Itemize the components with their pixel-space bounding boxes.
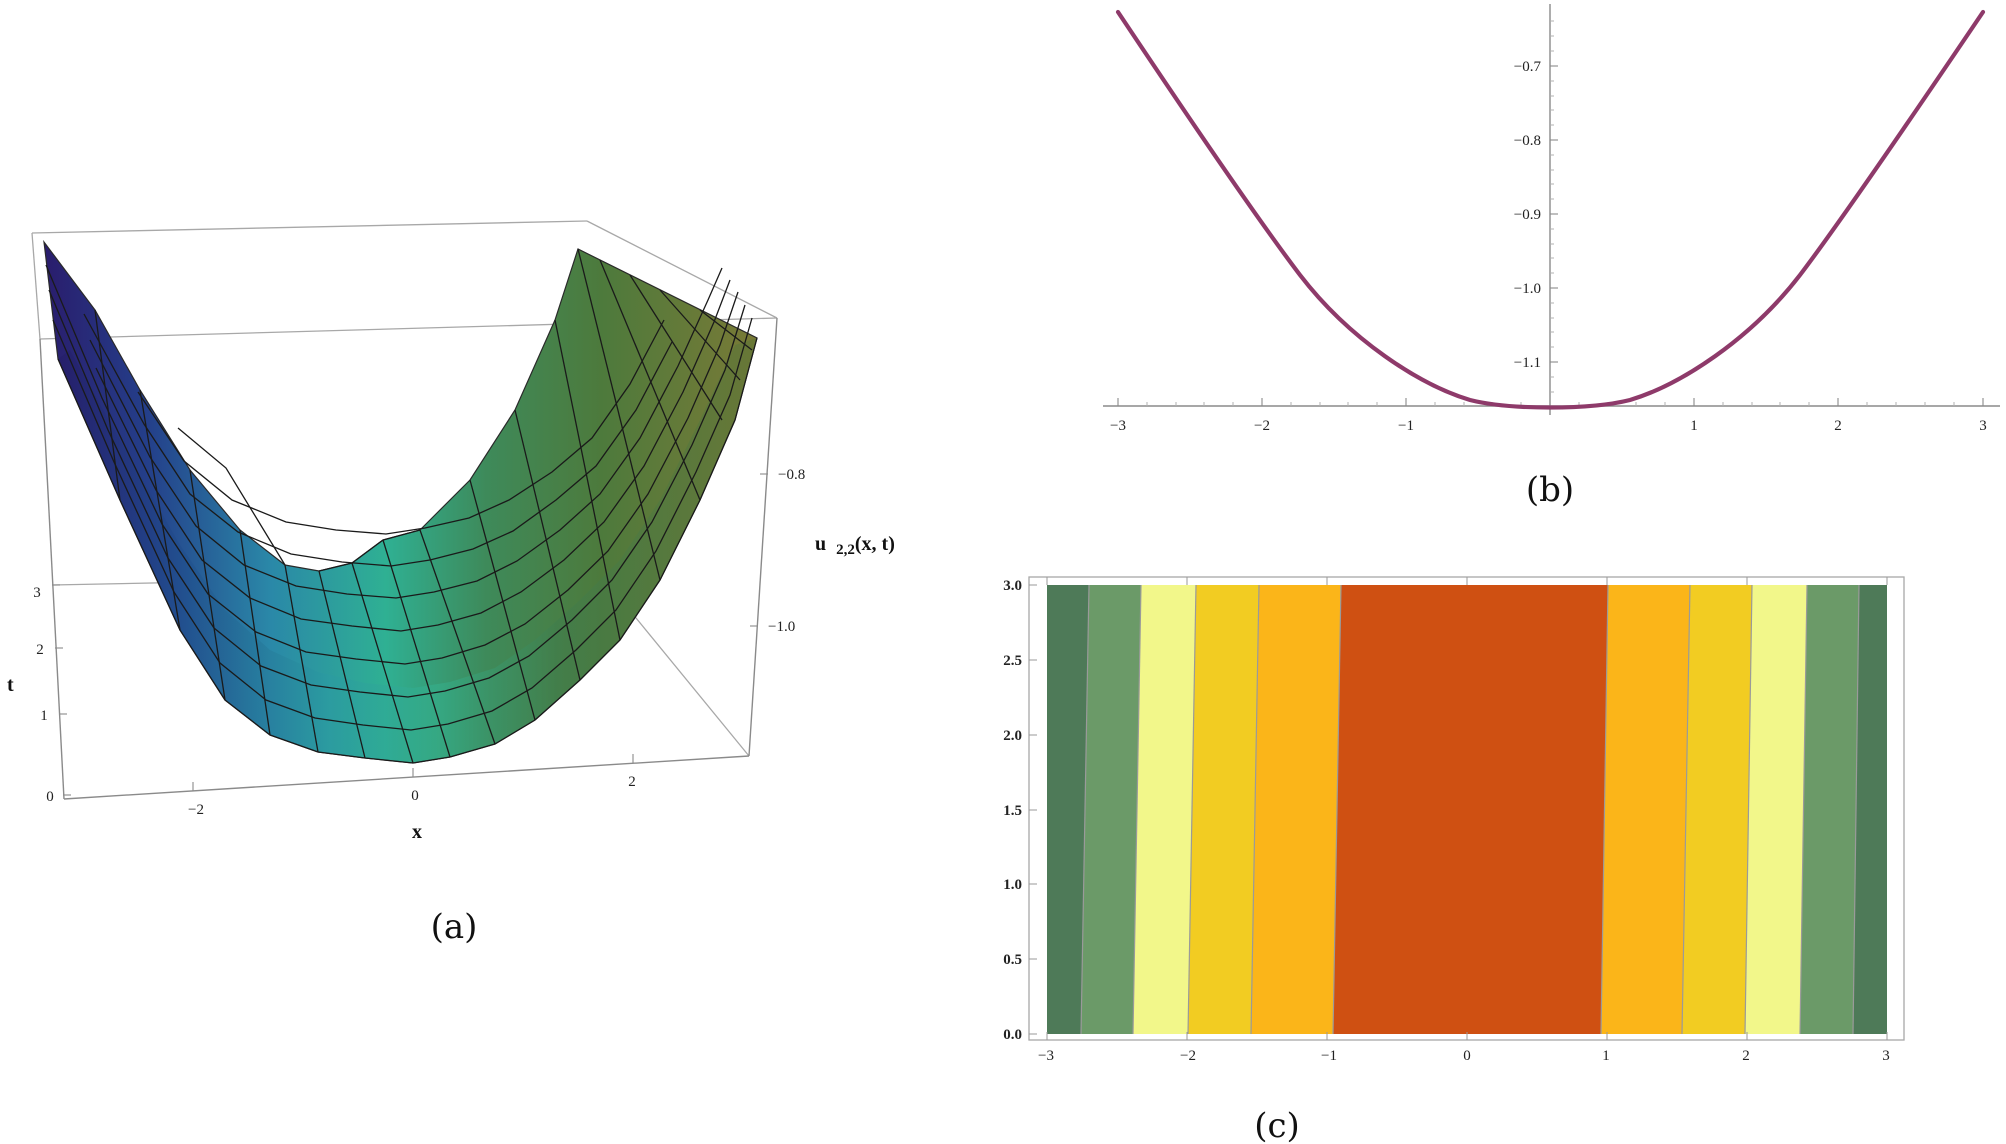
b-y-tick: −1.1 (1514, 355, 1541, 371)
c-y-tick: 2.5 (1003, 653, 1022, 669)
c-x-tick: 1 (1602, 1048, 1610, 1064)
c-band-orange-red (1333, 585, 1608, 1034)
c-x-tick: −2 (1180, 1048, 1196, 1064)
c-x-tick: 3 (1882, 1048, 1890, 1064)
b-x-tick: 1 (1690, 418, 1698, 434)
b-x-tick: 2 (1834, 418, 1842, 434)
b-x-tick: −1 (1398, 418, 1414, 434)
panel-c-contour-plot: 3.0 2.5 2.0 1.5 1.0 0.5 0.0 −3 −2 −1 0 1… (1003, 576, 1905, 1144)
b-y-tick: −0.7 (1514, 59, 1542, 75)
panel-b-line-plot: −3 −2 −1 1 2 3 −0.7 −0.8 −0.9 −1.0 −1.1 … (1103, 4, 2000, 510)
c-y-tick: 1.0 (1003, 877, 1022, 893)
x-tick-0: 0 (411, 788, 419, 804)
t-tick-1: 1 (40, 708, 48, 724)
t-axis-line (39, 338, 65, 800)
c-y-tick: 0.5 (1003, 952, 1022, 968)
c-y-tick: 0.0 (1003, 1027, 1022, 1043)
panel-b-labels: −3 −2 −1 1 2 3 −0.7 −0.8 −0.9 −1.0 −1.1 … (1110, 59, 1987, 510)
t-tick-0: 0 (46, 789, 54, 805)
b-x-tick: 3 (1979, 418, 1987, 434)
c-contour-bands (1047, 584, 1887, 1035)
b-y-tick: −1.0 (1514, 281, 1541, 297)
surface-mesh-rungs (94, 248, 753, 764)
panel-c-caption: (c) (1254, 1106, 1300, 1144)
x-tick-2: 2 (628, 774, 636, 790)
c-y-tick: 1.5 (1003, 803, 1022, 819)
u-axis-label: u 2,2(x, t) (815, 533, 895, 558)
c-band-yellow (1188, 585, 1259, 1034)
c-band-mid-green (1800, 585, 1859, 1034)
u-tick-neg10: −1.0 (768, 619, 795, 635)
c-band-amber (1601, 585, 1690, 1034)
c-x-tick: −1 (1321, 1048, 1337, 1064)
panel-b-caption: (b) (1526, 470, 1574, 510)
panel-c-labels: 3.0 2.5 2.0 1.5 1.0 0.5 0.0 −3 −2 −1 0 1… (1003, 578, 1890, 1144)
b-y-tick: −0.9 (1514, 207, 1541, 223)
c-ticks (1029, 577, 1888, 1040)
t-axis-label: t (7, 674, 14, 696)
u-axis-line (748, 317, 778, 757)
b-curve (1115, 9, 1986, 410)
c-x-tick: 0 (1463, 1048, 1471, 1064)
c-x-tick: −3 (1038, 1048, 1054, 1064)
c-y-tick: 3.0 (1003, 578, 1022, 594)
c-band-mid-green (1081, 585, 1141, 1034)
x-axis-line (63, 755, 750, 800)
panel-a-caption: (a) (431, 907, 478, 947)
c-band-amber (1251, 585, 1341, 1034)
x-tick-neg2: −2 (188, 802, 204, 818)
c-band-light-yellow (1745, 585, 1807, 1034)
panel-a-axes (39, 317, 778, 800)
surface-mesh (45, 264, 758, 764)
t-tick-3: 3 (33, 585, 41, 601)
x-axis-label: x (412, 821, 422, 843)
c-band-yellow (1682, 585, 1752, 1034)
u-tick-neg08: −0.8 (778, 467, 805, 483)
c-band-dark-green (1853, 585, 1887, 1034)
c-band-light-yellow (1133, 585, 1196, 1034)
c-band-dark-green (1047, 585, 1089, 1034)
panel-a-surface-plot: 3 2 1 0 t −2 0 2 x −0.8 −1.0 u 2,2(x, t) … (7, 220, 895, 947)
c-y-tick: 2.0 (1003, 728, 1022, 744)
surface-front-face (58, 338, 757, 763)
panel-b-axes (1103, 4, 2000, 415)
b-x-tick: −2 (1254, 418, 1270, 434)
b-x-tick: −3 (1110, 418, 1126, 434)
c-x-tick: 2 (1742, 1048, 1750, 1064)
b-y-tick: −0.8 (1514, 133, 1541, 149)
panel-a-labels: 3 2 1 0 t −2 0 2 x −0.8 −1.0 u 2,2(x, t) … (7, 467, 895, 947)
t-tick-2: 2 (36, 642, 44, 658)
